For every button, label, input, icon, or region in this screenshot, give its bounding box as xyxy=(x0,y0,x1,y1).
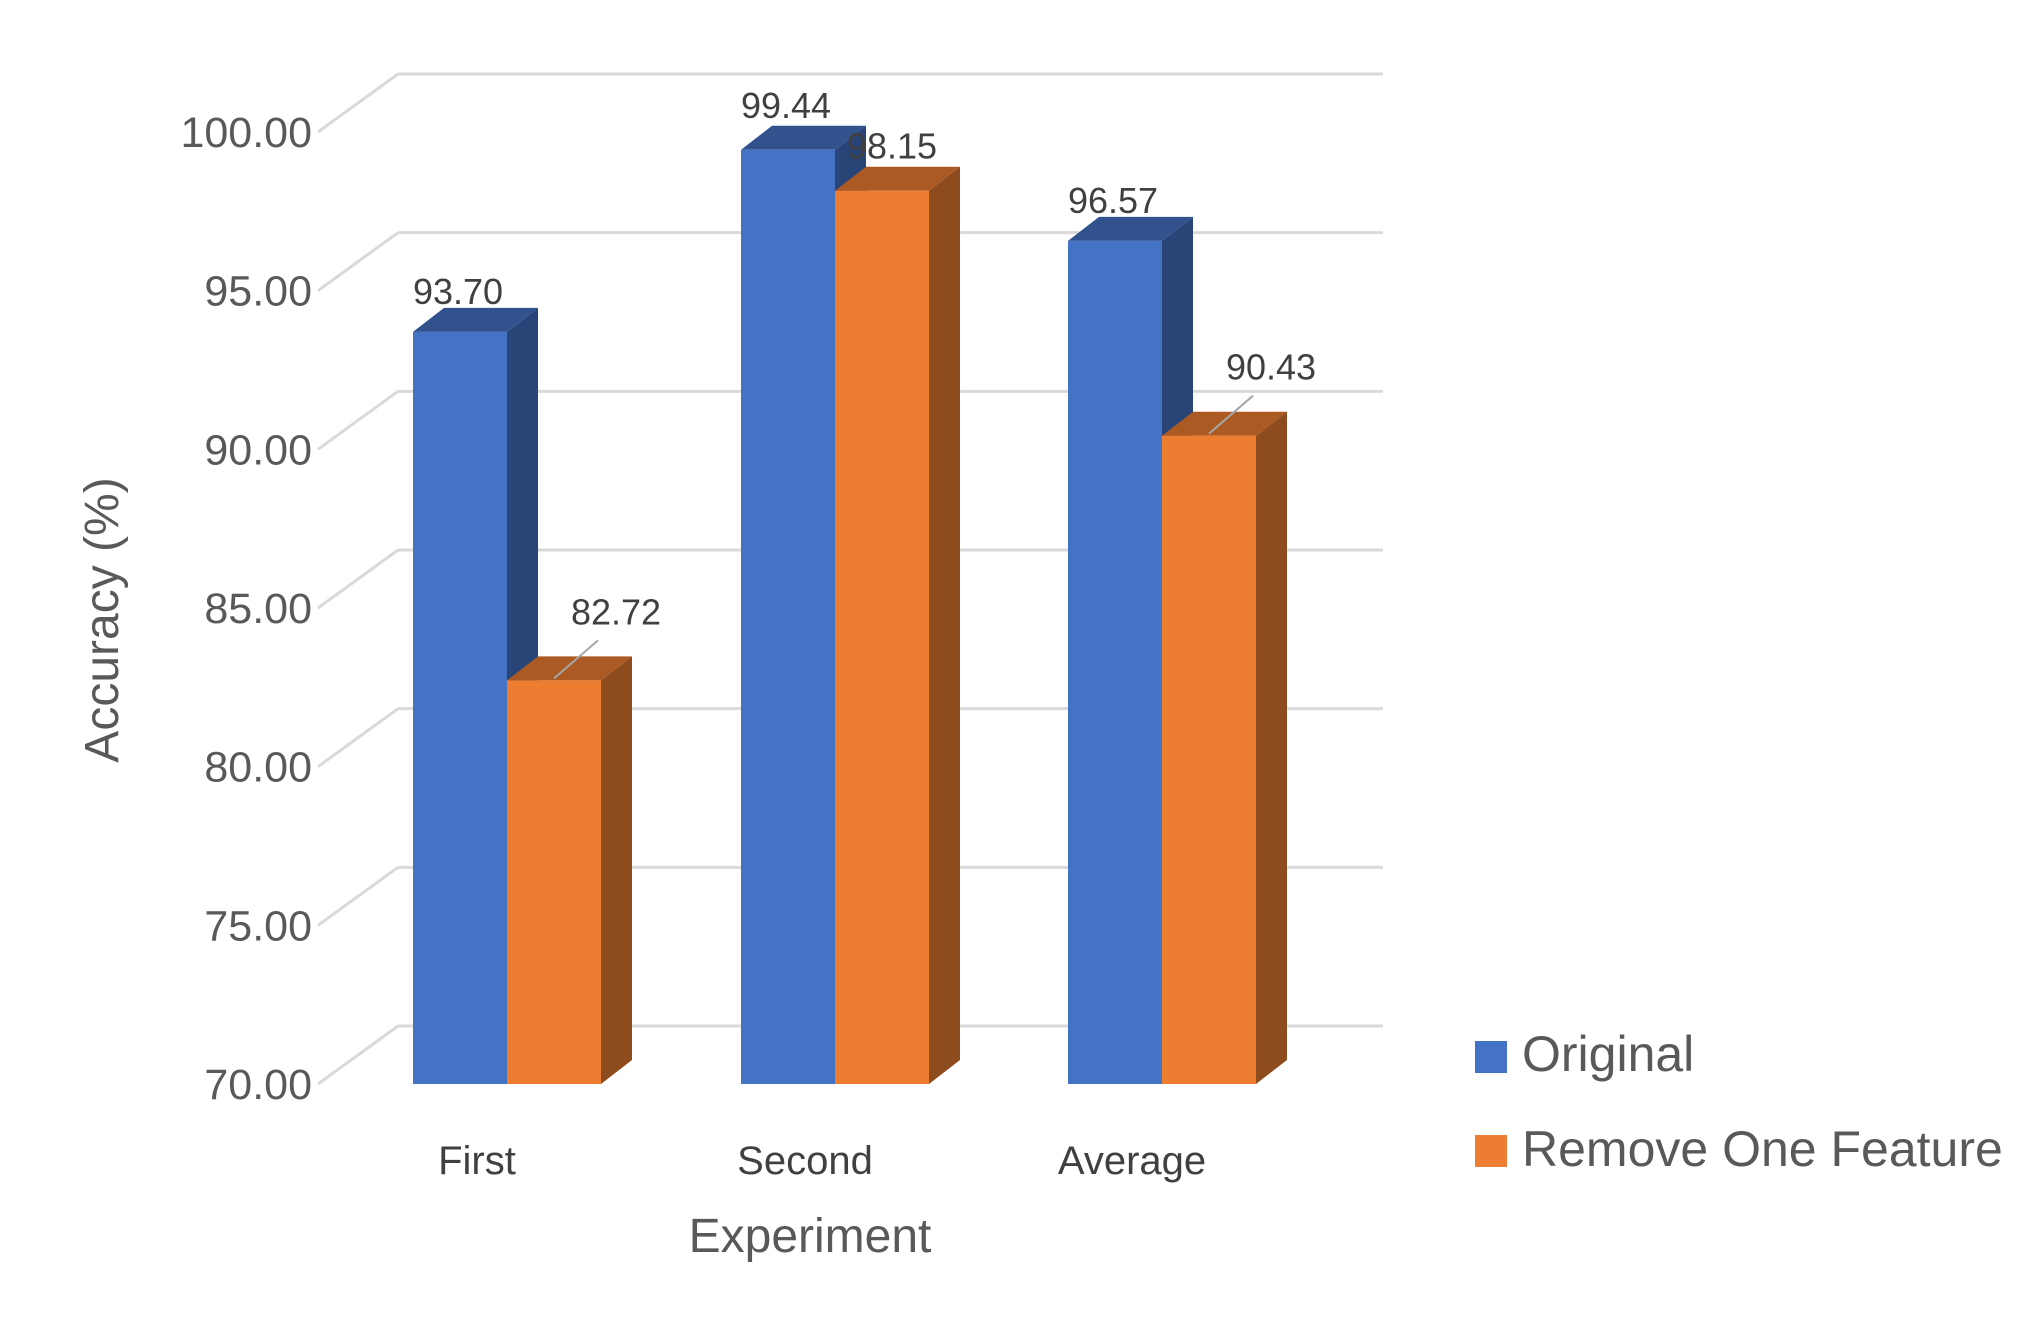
data-label: 90.43 xyxy=(1226,347,1316,388)
bar-front xyxy=(741,149,835,1085)
bar-top xyxy=(1068,216,1193,241)
bar-front xyxy=(1068,240,1162,1084)
bar-front xyxy=(507,680,601,1084)
data-label: 93.70 xyxy=(413,271,503,312)
data-labels: 93.70 82.72 99.44 98.15 96.57 90.43 xyxy=(413,85,1316,680)
bar-remove-one-feature-first xyxy=(507,656,632,1084)
data-label: 96.57 xyxy=(1068,180,1158,221)
gridline-diagonal xyxy=(317,707,399,768)
data-label: 98.15 xyxy=(847,126,937,167)
x-tick-label: Average xyxy=(1058,1139,1206,1183)
x-axis-categories: First Second Average xyxy=(438,1139,1206,1183)
bar-side xyxy=(929,166,960,1084)
gridline-diagonal xyxy=(317,1024,399,1086)
leader-line xyxy=(1208,394,1254,435)
bar-top xyxy=(507,656,632,681)
bars xyxy=(413,125,1287,1085)
gridline-diagonal xyxy=(317,231,399,292)
bar-side xyxy=(1256,411,1287,1084)
y-axis-title: Accuracy (%) xyxy=(76,477,129,762)
bar-front xyxy=(1162,435,1256,1084)
data-label: 99.44 xyxy=(741,85,831,126)
legend-swatch-original xyxy=(1475,1041,1507,1073)
bar-side xyxy=(601,656,632,1084)
legend-label-original: Original xyxy=(1522,1026,1694,1082)
x-tick-label: Second xyxy=(737,1139,873,1183)
y-axis-ticks: 70.00 75.00 80.00 85.00 90.00 95.00 100.00 xyxy=(180,109,312,1109)
bar-remove-one-feature-average xyxy=(1162,411,1287,1084)
y-tick-label: 100.00 xyxy=(180,109,312,157)
y-tick-label: 85.00 xyxy=(204,585,312,633)
y-tick-label: 95.00 xyxy=(204,268,312,316)
bar-top xyxy=(835,166,960,191)
legend: Original Remove One Feature xyxy=(1475,1026,2003,1177)
x-axis-title: Experiment xyxy=(689,1210,932,1263)
gridline-diagonal xyxy=(317,390,399,451)
bar-top xyxy=(413,307,538,332)
bar-front xyxy=(413,331,507,1084)
legend-label-remove-one-feature: Remove One Feature xyxy=(1522,1121,2003,1177)
legend-swatch-remove-one-feature xyxy=(1475,1135,1507,1167)
y-tick-label: 70.00 xyxy=(204,1061,312,1109)
gridline-diagonal xyxy=(317,548,399,610)
bar-remove-one-feature-second xyxy=(835,166,960,1084)
y-tick-label: 80.00 xyxy=(204,744,312,792)
bar-top xyxy=(741,125,866,150)
bar-top xyxy=(1162,411,1287,436)
bar-front xyxy=(835,190,929,1084)
gridline-diagonal xyxy=(317,72,399,134)
y-tick-label: 75.00 xyxy=(204,902,312,950)
gridline-diagonal xyxy=(317,866,399,927)
data-label: 82.72 xyxy=(571,591,661,632)
x-tick-label: First xyxy=(438,1139,516,1183)
leader-line xyxy=(553,639,599,680)
y-tick-label: 90.00 xyxy=(204,426,312,474)
